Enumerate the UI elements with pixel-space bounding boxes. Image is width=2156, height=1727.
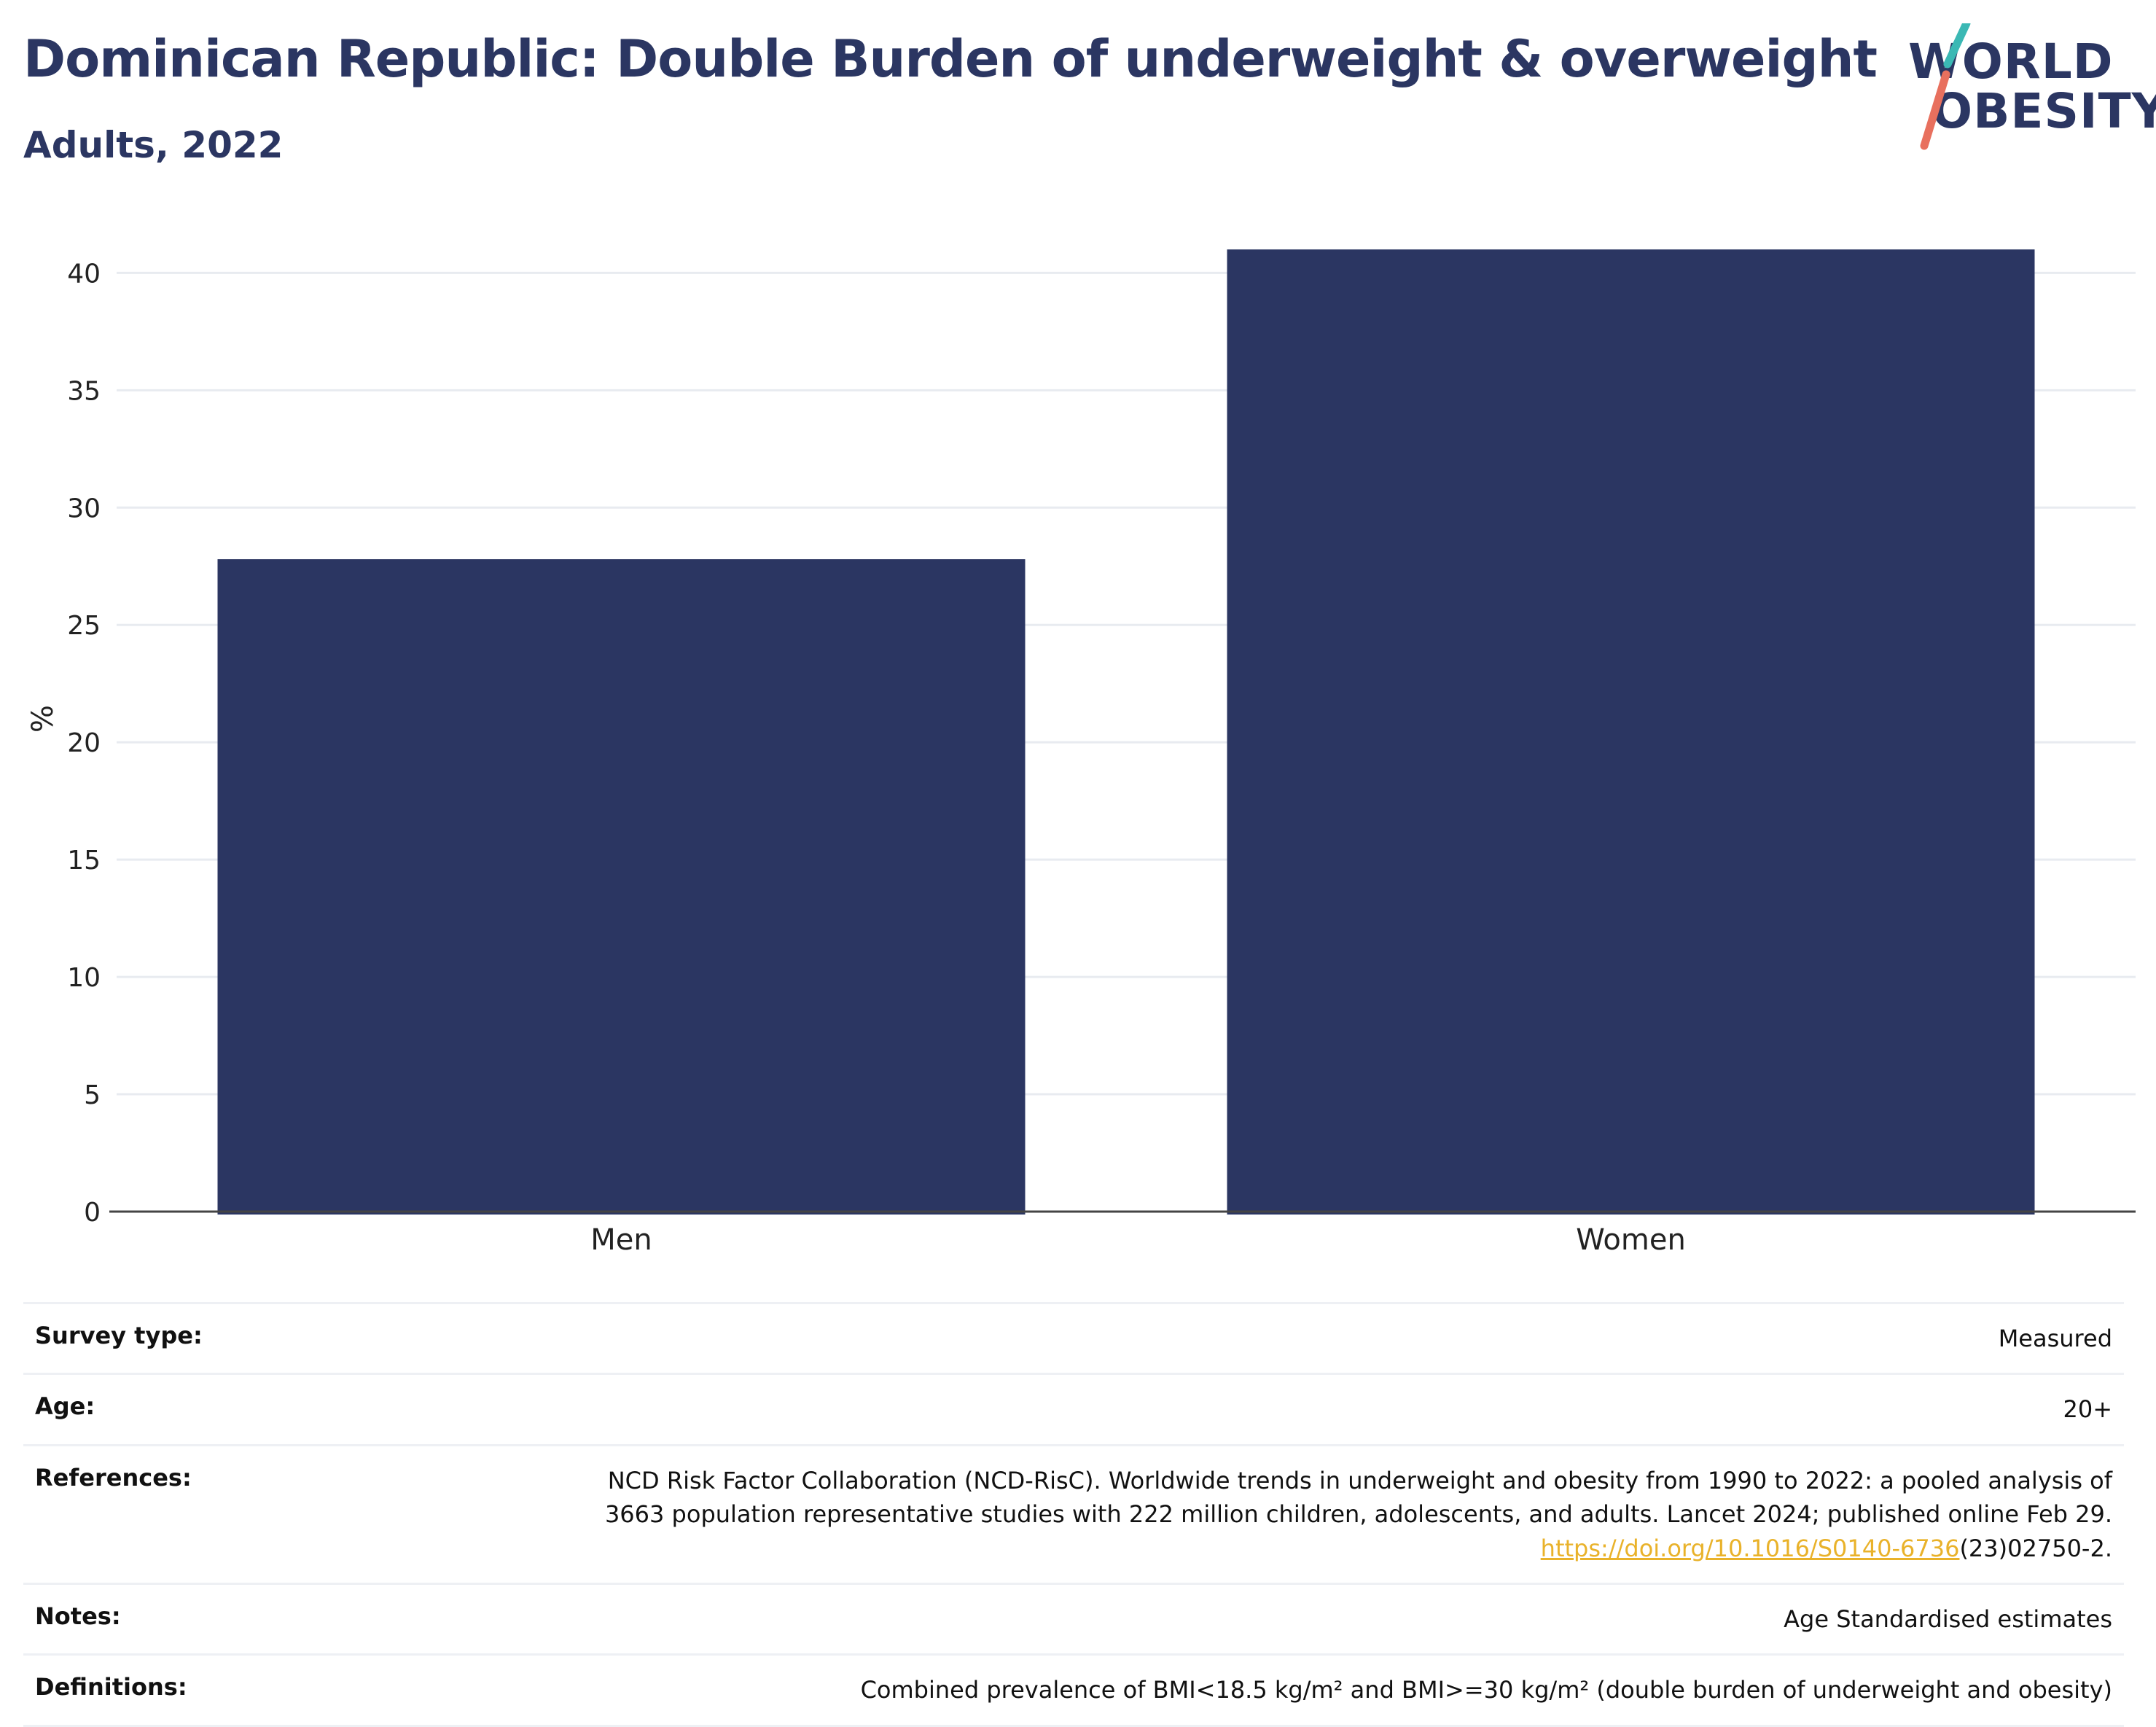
survey-type-value: Measured xyxy=(1998,1325,2112,1352)
references-label: References: xyxy=(35,1463,192,1492)
references-doi-link[interactable]: https://doi.org/10.1016/S0140-6736 xyxy=(1540,1534,1960,1562)
notes-label: Notes: xyxy=(35,1602,121,1630)
info-row-references: References: NCD Risk Factor Collaboratio… xyxy=(23,1443,2124,1583)
y-tick-label: 5 xyxy=(84,1080,101,1110)
y-tick-label: 0 xyxy=(84,1198,101,1228)
references-value: NCD Risk Factor Collaboration (NCD-RisC)… xyxy=(605,1464,2112,1565)
y-tick-label: 25 xyxy=(67,611,101,641)
y-tick-label: 30 xyxy=(67,494,101,523)
x-category-label: Women xyxy=(1576,1223,1686,1254)
y-tick-label: 10 xyxy=(67,963,101,993)
y-tick-label: 40 xyxy=(67,259,101,289)
info-row-survey-type: Survey type: Measured xyxy=(23,1302,2124,1373)
logo-line2: OBESITY xyxy=(1932,83,2156,139)
y-axis-title: % xyxy=(26,705,60,733)
y-tick-label: 20 xyxy=(67,728,101,758)
definitions-value: Combined prevalence of BMI<18.5 kg/m² an… xyxy=(860,1676,2112,1704)
notes-value: Age Standardised estimates xyxy=(1784,1605,2112,1633)
x-category-label: Men xyxy=(590,1223,652,1254)
references-link-suffix: (23)02750-2. xyxy=(1959,1534,2112,1562)
chart-title: Dominican Republic: Double Burden of und… xyxy=(23,29,1878,89)
references-line2: 3663 population representative studies w… xyxy=(604,1500,2112,1529)
y-tick-label: 35 xyxy=(67,376,101,406)
info-table: Survey type: Measured Age: 20+ Reference… xyxy=(23,1302,2124,1727)
bar-chart: 0 5 10 15 20 25 30 35 40 Men Women% xyxy=(26,249,2136,1254)
definitions-label: Definitions: xyxy=(35,1673,187,1701)
chart-subtitle: Adults, 2022 xyxy=(23,124,284,166)
bar xyxy=(217,559,1026,1215)
logo-slash-icon xyxy=(1920,23,1971,150)
bar xyxy=(1227,249,2035,1215)
info-row-notes: Notes: Age Standardised estimates xyxy=(23,1582,2124,1653)
world-obesity-logo: WORLD OBESITY xyxy=(1902,23,2156,155)
age-label: Age: xyxy=(35,1392,95,1421)
references-line1: NCD Risk Factor Collaboration (NCD-RisC)… xyxy=(607,1466,2112,1494)
survey-type-label: Survey type: xyxy=(35,1322,203,1349)
info-row-age: Age: 20+ xyxy=(23,1373,2124,1443)
y-tick-label: 15 xyxy=(67,846,101,876)
age-value: 20+ xyxy=(2063,1395,2112,1424)
info-row-definitions: Definitions: Combined prevalence of BMI<… xyxy=(23,1653,2124,1727)
